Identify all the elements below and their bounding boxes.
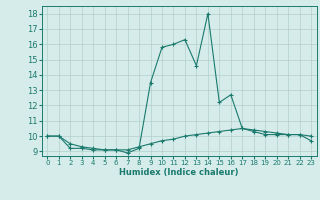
X-axis label: Humidex (Indice chaleur): Humidex (Indice chaleur): [119, 168, 239, 177]
